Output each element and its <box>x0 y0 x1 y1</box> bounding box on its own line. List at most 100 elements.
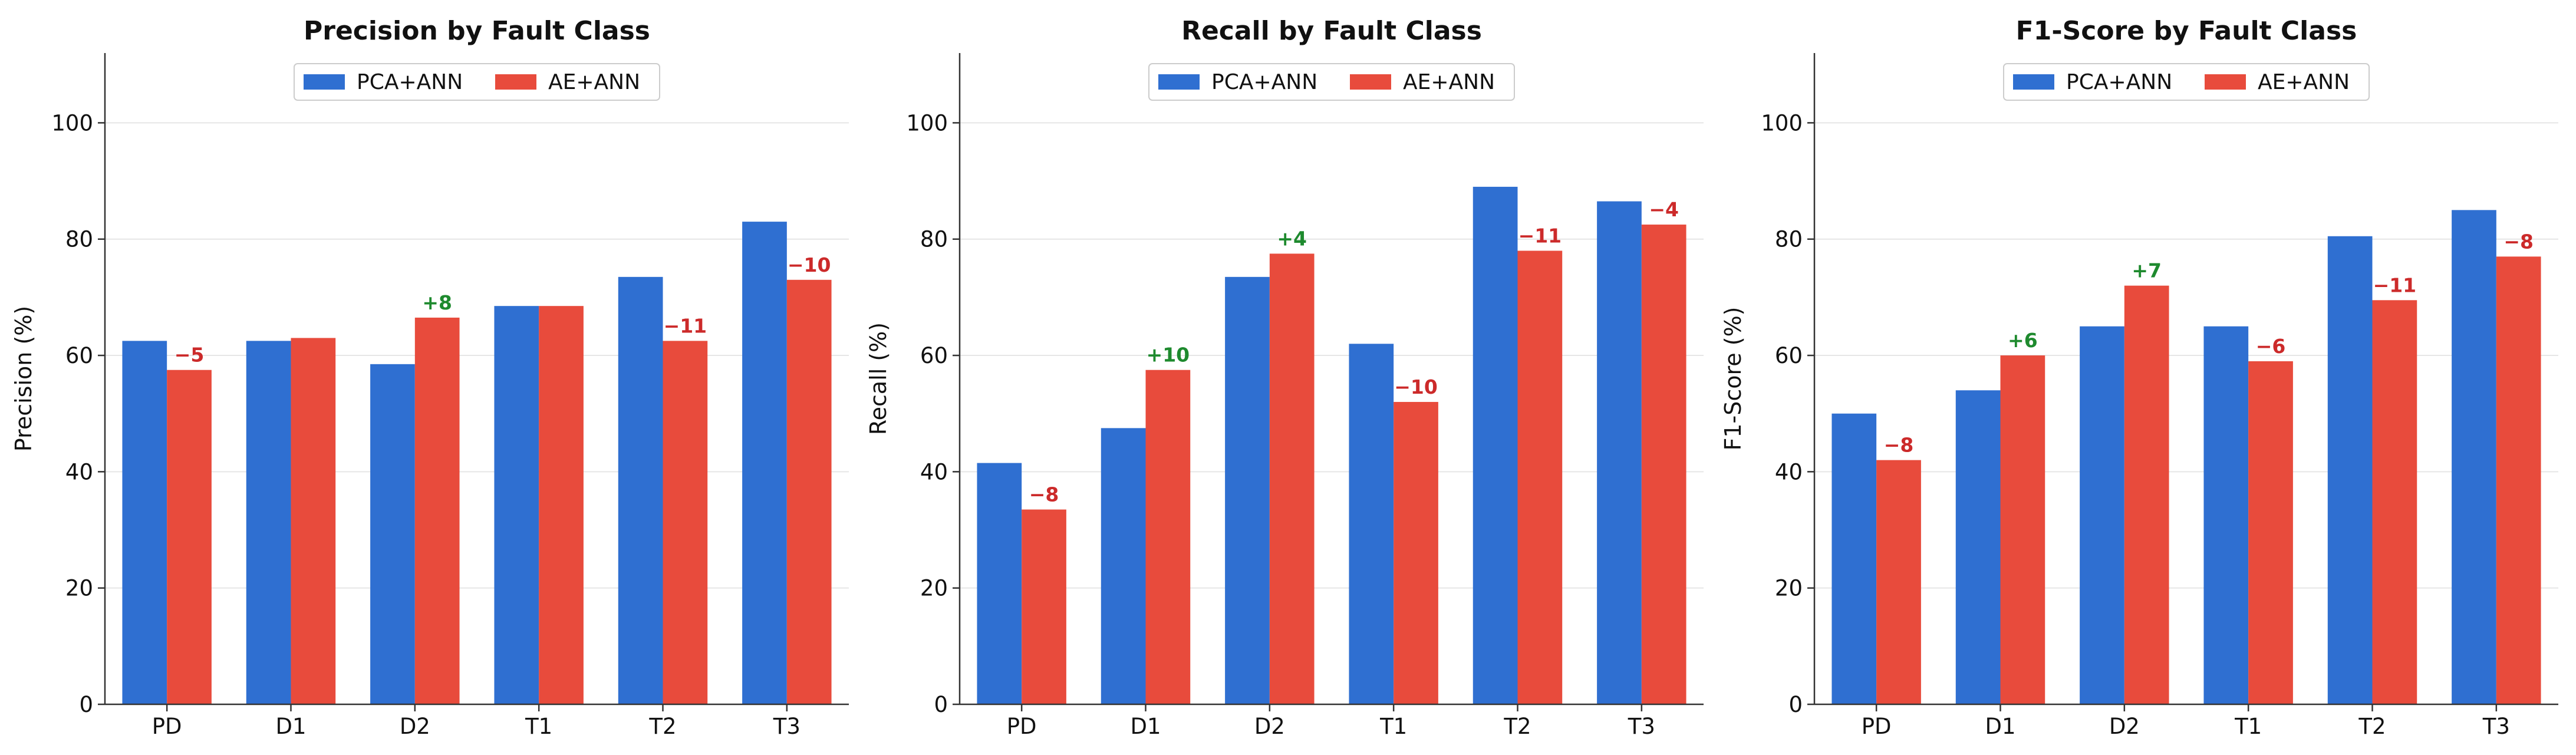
difference-label: −8 <box>2503 230 2534 253</box>
difference-label: −10 <box>788 253 831 276</box>
bar-pca-ann-t1 <box>494 306 539 704</box>
difference-label: −4 <box>1649 198 1679 221</box>
bar-ae-ann-pd <box>1876 460 1921 704</box>
chart-title: Recall by Fault Class <box>1181 16 1482 46</box>
legend-frame <box>1148 63 1515 101</box>
y-tick-label: 40 <box>65 459 93 484</box>
legend: PCA+ANN AE+ANN <box>2003 63 2370 101</box>
x-tick-label: T1 <box>525 714 552 739</box>
bar-pca-ann-pd <box>122 341 167 704</box>
y-tick-label: 20 <box>1775 576 1803 601</box>
difference-label: +8 <box>422 291 452 314</box>
y-axis-label: Precision (%) <box>11 306 37 451</box>
bar-ae-ann-t3 <box>786 279 832 704</box>
legend-swatch <box>2013 74 2054 90</box>
x-tick-label: D2 <box>400 714 430 739</box>
difference-label: +4 <box>1277 227 1307 250</box>
difference-label: −10 <box>1394 375 1438 398</box>
chart-panel-2: −8 +10 +4 −10 −11 −4 0 20 40 60 80 100 PD D1 D2 T1 T2 T3 R… <box>865 16 1704 739</box>
y-tick-label: 80 <box>65 227 93 252</box>
chart-panel-3: −8 +6 +7 −6 −11 −8 0 20 40 60 80 100 PD D1 D2 T1 T2 T3 F1-… <box>1720 16 2558 739</box>
difference-label: −11 <box>664 314 707 337</box>
chart-panel-1: −5 +8 −11 −10 0 20 40 60 80 100 PD D1 D2 T1 T2 T3 Precis… <box>11 16 849 739</box>
bar-ae-ann-pd <box>1022 509 1066 704</box>
x-tick-label: PD <box>1007 714 1037 739</box>
bar-ae-ann-t2 <box>663 341 708 704</box>
bar-ae-ann-t3 <box>2496 256 2541 704</box>
x-tick-label: T2 <box>648 714 676 739</box>
x-tick-label: D1 <box>1130 714 1161 739</box>
difference-label: −11 <box>2373 273 2417 296</box>
legend-label: PCA+ANN <box>357 70 463 94</box>
bar-pca-ann-d1 <box>246 341 291 704</box>
y-tick-label: 100 <box>51 110 93 136</box>
difference-label: −6 <box>2256 335 2286 358</box>
legend-label: PCA+ANN <box>2066 70 2172 94</box>
bar-ae-ann-d2 <box>414 317 460 704</box>
bar-pca-ann-pd <box>1831 413 1877 704</box>
difference-label: −8 <box>1029 483 1059 506</box>
bar-ae-ann-t1 <box>2248 361 2293 704</box>
y-tick-label: 0 <box>934 692 948 717</box>
x-tick-label: T1 <box>1379 714 1407 739</box>
difference-label: −11 <box>1518 224 1562 247</box>
legend: PCA+ANN AE+ANN <box>1148 63 1515 101</box>
x-tick-label: D1 <box>1985 714 2015 739</box>
difference-label: +7 <box>2132 259 2162 282</box>
bar-pca-ann-d1 <box>1101 428 1146 704</box>
legend-label: PCA+ANN <box>1211 70 1317 94</box>
x-tick-label: D2 <box>2109 714 2140 739</box>
y-tick-label: 60 <box>65 343 93 368</box>
y-tick-label: 60 <box>920 343 948 368</box>
y-tick-label: 80 <box>920 227 948 252</box>
y-tick-label: 80 <box>1775 227 1803 252</box>
x-tick-label: D1 <box>275 714 306 739</box>
bar-ae-ann-t2 <box>1517 250 1563 705</box>
legend-label: AE+ANN <box>1403 70 1495 94</box>
bar-ae-ann-d2 <box>2124 285 2169 705</box>
y-tick-label: 60 <box>1775 343 1803 368</box>
bar-pca-ann-t3 <box>1597 201 1642 704</box>
bar-pca-ann-t2 <box>618 276 663 704</box>
x-tick-label: PD <box>1862 714 1892 739</box>
difference-label: −8 <box>1884 434 1914 457</box>
y-axis-label: F1-Score (%) <box>1720 306 1746 450</box>
legend: PCA+ANN AE+ANN <box>294 63 660 101</box>
bar-pca-ann-t2 <box>2327 236 2373 704</box>
y-tick-label: 0 <box>1788 692 1803 717</box>
bar-ae-ann-d2 <box>1269 253 1315 704</box>
x-tick-label: T1 <box>2234 714 2262 739</box>
bar-ae-ann-t1 <box>1394 401 1438 704</box>
bar-ae-ann-d1 <box>2000 355 2045 704</box>
bar-ae-ann-t2 <box>2372 300 2417 704</box>
x-tick-label: D2 <box>1254 714 1285 739</box>
bar-ae-ann-t3 <box>1641 225 1686 705</box>
y-tick-label: 40 <box>1775 459 1803 484</box>
y-tick-label: 40 <box>920 459 948 484</box>
x-tick-label: T3 <box>773 714 801 739</box>
x-tick-label: T3 <box>1628 714 1655 739</box>
x-tick-label: T2 <box>2358 714 2386 739</box>
legend-swatch <box>304 74 345 90</box>
difference-label: −5 <box>174 344 205 367</box>
bar-ae-ann-pd <box>167 370 212 704</box>
legend-swatch <box>2205 74 2246 90</box>
bar-pca-ann-d2 <box>2080 326 2124 704</box>
bar-pca-ann-d2 <box>1225 276 1270 704</box>
bar-pca-ann-t2 <box>1473 186 1518 704</box>
legend-swatch <box>1350 74 1391 90</box>
chart-title: Precision by Fault Class <box>304 16 650 46</box>
y-tick-label: 0 <box>79 692 93 717</box>
chart-title: F1-Score by Fault Class <box>2016 16 2357 46</box>
legend-label: AE+ANN <box>2258 70 2350 94</box>
y-tick-label: 100 <box>1761 110 1803 136</box>
difference-label: +6 <box>2008 329 2038 352</box>
bar-pca-ann-d1 <box>1955 390 2001 704</box>
y-tick-label: 100 <box>906 110 948 136</box>
legend-frame <box>294 63 660 101</box>
bar-ae-ann-t1 <box>539 306 584 704</box>
legend-label: AE+ANN <box>548 70 640 94</box>
x-tick-label: T2 <box>1503 714 1531 739</box>
bar-pca-ann-d2 <box>370 364 415 704</box>
